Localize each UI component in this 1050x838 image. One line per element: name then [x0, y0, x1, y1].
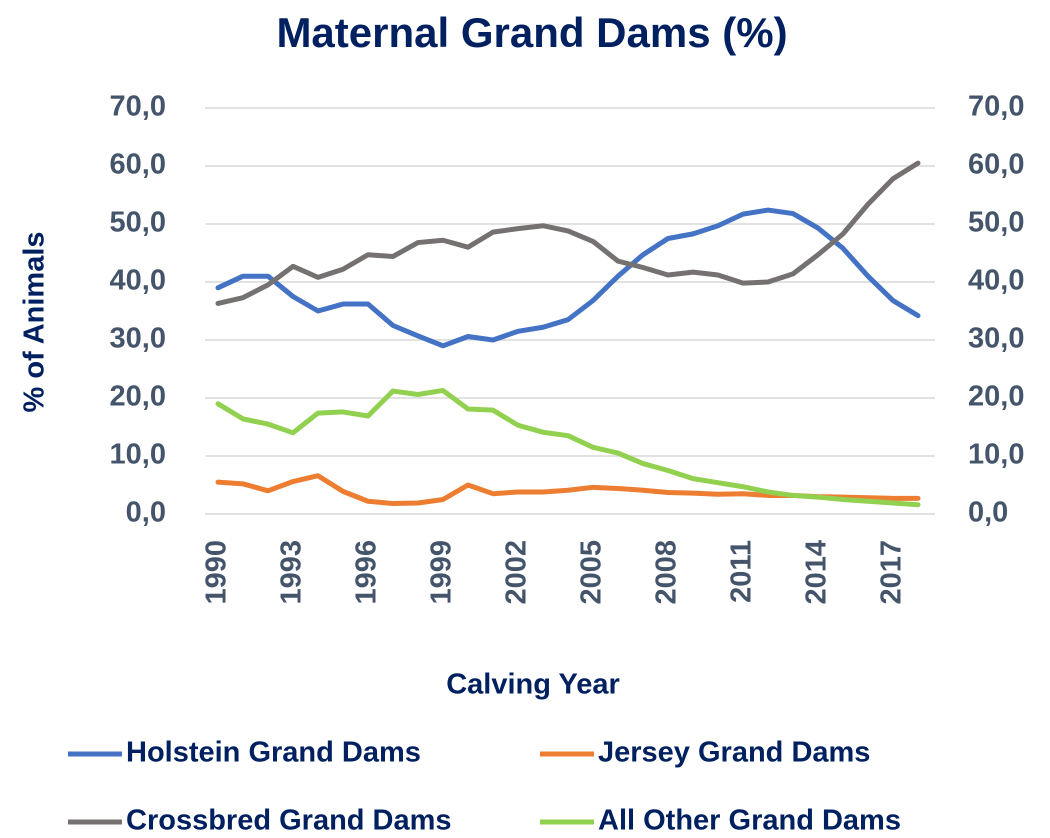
- x-tick-label: 1996: [351, 540, 383, 605]
- y-axis-title: % of Animals: [19, 231, 51, 412]
- x-tick-label: 1999: [426, 540, 458, 605]
- x-tick-label: 2008: [651, 540, 683, 605]
- line-series: [215, 207, 921, 349]
- legend-label: Crossbred Grand Dams: [126, 805, 452, 837]
- y-tick-label: 0,0: [126, 497, 166, 529]
- legend-label: All Other Grand Dams: [598, 805, 901, 837]
- x-tick-label: 2002: [501, 540, 533, 605]
- y2-tick-label: 40,0: [968, 265, 1024, 297]
- y2-tick-label: 0,0: [968, 497, 1008, 529]
- y-tick-label: 40,0: [110, 265, 166, 297]
- y2-tick-label: 50,0: [968, 207, 1024, 239]
- y2-tick-label: 30,0: [968, 323, 1024, 355]
- line-series: [215, 387, 921, 508]
- line-series: [215, 160, 921, 306]
- y-tick-label: 30,0: [110, 323, 166, 355]
- chart-title: Maternal Grand Dams (%): [276, 9, 787, 56]
- x-axis-title: Calving Year: [446, 669, 620, 701]
- y-tick-label: 60,0: [110, 149, 166, 181]
- line-series: [215, 473, 921, 507]
- y2-tick-label: 20,0: [968, 381, 1024, 413]
- y-tick-label: 50,0: [110, 207, 166, 239]
- legend-label: Holstein Grand Dams: [126, 737, 421, 769]
- x-tick-label: 2017: [876, 540, 908, 605]
- legend-label: Jersey Grand Dams: [598, 737, 870, 769]
- x-tick-label: 2005: [576, 540, 608, 605]
- x-tick-label: 2014: [801, 540, 833, 605]
- x-tick-label: 1990: [201, 540, 233, 605]
- y-tick-label: 10,0: [110, 439, 166, 471]
- y2-tick-label: 60,0: [968, 149, 1024, 181]
- y2-tick-label: 70,0: [968, 91, 1024, 123]
- y-tick-label: 20,0: [110, 381, 166, 413]
- y-tick-label: 70,0: [110, 91, 166, 123]
- x-tick-label: 1993: [276, 540, 308, 605]
- y2-tick-label: 10,0: [968, 439, 1024, 471]
- x-tick-label: 2011: [726, 540, 758, 603]
